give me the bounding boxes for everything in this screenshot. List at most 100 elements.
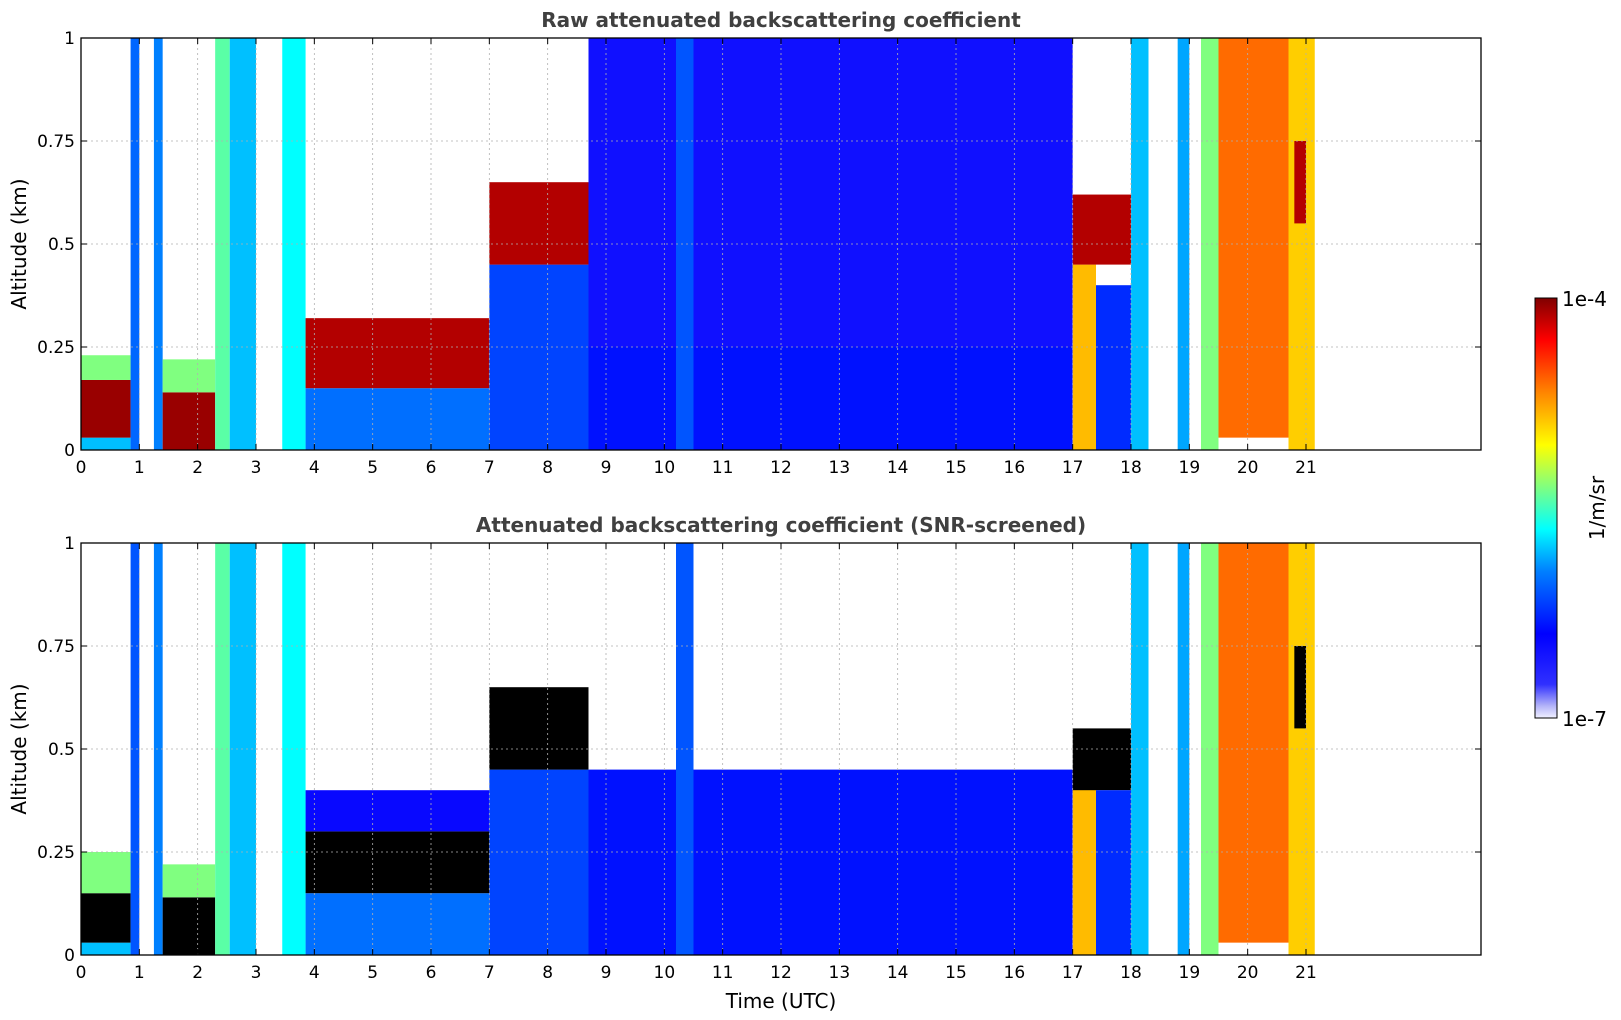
heatmap-cell xyxy=(305,318,490,389)
x-tick-label: 11 xyxy=(712,458,734,478)
x-tick-label: 20 xyxy=(1237,963,1259,983)
x-tick-label: 15 xyxy=(945,963,967,983)
x-tick-label: 3 xyxy=(251,458,262,478)
heatmap-cell xyxy=(676,543,694,955)
panel-screened-y-ticks: 0 0.25 0.5 0.75 1 xyxy=(37,534,1481,966)
x-tick-label: 13 xyxy=(829,458,851,478)
heatmap-cell xyxy=(153,38,163,450)
heatmap-cell xyxy=(162,864,216,898)
x-tick-label: 2 xyxy=(192,458,203,478)
heatmap-cell xyxy=(1218,38,1289,438)
x-tick-label: 5 xyxy=(367,963,378,983)
heatmap-cell xyxy=(1294,646,1306,729)
y-tick-label: 0.75 xyxy=(37,132,75,152)
heatmap-cell xyxy=(305,893,490,955)
colorbar: 1e-4 1e-7 1/m/sr xyxy=(1534,287,1609,731)
heatmap-cell xyxy=(81,379,131,438)
x-tick-label: 4 xyxy=(309,963,320,983)
x-tick-label: 19 xyxy=(1179,963,1201,983)
panel-screened-title: Attenuated backscattering coefficient (S… xyxy=(476,513,1086,537)
heatmap-cell xyxy=(489,264,589,450)
heatmap-cell xyxy=(305,790,490,832)
heatmap-cell xyxy=(489,687,589,770)
heatmap-cell xyxy=(588,347,1073,450)
panel-raw-ylabel: Altitude (km) xyxy=(7,178,31,309)
heatmap-cell xyxy=(81,437,131,450)
x-tick-label: 1 xyxy=(134,458,145,478)
heatmap-cell xyxy=(489,182,589,265)
heatmap-cell xyxy=(1072,264,1096,450)
heatmap-cell xyxy=(1177,38,1190,450)
x-tick-label: 4 xyxy=(309,458,320,478)
panel-raw: Raw attenuated backscattering coefficien… xyxy=(7,8,1482,478)
heatmap-cell xyxy=(81,852,131,894)
x-tick-label: 9 xyxy=(601,458,612,478)
x-tick-label: 6 xyxy=(426,458,437,478)
x-tick-label: 7 xyxy=(484,963,495,983)
x-tick-label: 10 xyxy=(654,458,676,478)
panel-screened-grid xyxy=(80,542,1481,956)
heatmap-cell xyxy=(305,831,490,894)
heatmap-cell xyxy=(489,769,589,955)
heatmap-cell xyxy=(1072,194,1131,265)
x-tick-label: 6 xyxy=(426,963,437,983)
heatmap-cell xyxy=(1096,285,1131,450)
y-tick-label: 0.5 xyxy=(48,740,75,760)
x-tick-label: 18 xyxy=(1120,963,1142,983)
heatmap-cell xyxy=(162,359,216,393)
heatmap-cell xyxy=(1201,38,1219,450)
heatmap-cell xyxy=(130,38,140,450)
x-tick-label: 10 xyxy=(654,963,676,983)
heatmap-cell xyxy=(81,355,131,380)
panel-raw-heatmap xyxy=(81,38,1315,450)
panel-screened-x-ticks: 0 1 2 3 4 5 6 7 8 9 10 11 12 13 14 15 16 17 18 19 20 21 xyxy=(76,543,1317,983)
x-tick-label: 7 xyxy=(484,458,495,478)
heatmap-cell xyxy=(1131,38,1149,450)
panel-raw-title: Raw attenuated backscattering coefficien… xyxy=(541,8,1021,32)
x-tick-label: 21 xyxy=(1295,963,1317,983)
x-tick-label: 5 xyxy=(367,458,378,478)
y-tick-label: 0.25 xyxy=(37,338,75,358)
y-tick-label: 0.75 xyxy=(37,637,75,657)
heatmap-cell xyxy=(162,392,216,450)
panel-raw-x-ticks: 0 1 2 3 4 5 6 7 8 9 10 11 12 13 14 15 16 17 18 19 20 21 xyxy=(76,38,1317,478)
x-tick-label: 16 xyxy=(1004,963,1026,983)
panel-screened-ylabel: Altitude (km) xyxy=(7,683,31,814)
y-tick-label: 1 xyxy=(64,29,75,49)
y-tick-label: 1 xyxy=(64,534,75,554)
x-tick-label: 12 xyxy=(770,963,792,983)
x-tick-label: 0 xyxy=(76,963,87,983)
x-tick-label: 9 xyxy=(601,963,612,983)
y-tick-label: 0.5 xyxy=(48,235,75,255)
heatmap-cell xyxy=(1072,728,1131,791)
heatmap-cell xyxy=(1201,543,1219,955)
colorbar-max-label: 1e-4 xyxy=(1562,287,1607,311)
x-tick-label: 17 xyxy=(1062,458,1084,478)
x-tick-label: 12 xyxy=(770,458,792,478)
y-tick-label: 0 xyxy=(64,441,75,461)
colorbar-gradient xyxy=(1534,297,1558,719)
heatmap-cell xyxy=(1096,790,1131,955)
heatmap-cell xyxy=(588,769,1073,955)
x-tick-label: 19 xyxy=(1179,458,1201,478)
x-tick-label: 14 xyxy=(887,458,909,478)
heatmap-cell xyxy=(130,543,140,955)
x-tick-label: 11 xyxy=(712,963,734,983)
x-tick-label: 21 xyxy=(1295,458,1317,478)
heatmap-cell xyxy=(588,38,1073,347)
panel-raw-y-ticks: 0 0.25 0.5 0.75 1 xyxy=(37,29,1481,461)
heatmap-cell xyxy=(305,388,490,450)
x-tick-label: 16 xyxy=(1004,458,1026,478)
heatmap-cell xyxy=(162,897,216,955)
x-tick-label: 20 xyxy=(1237,458,1259,478)
colorbar-min-label: 1e-7 xyxy=(1562,707,1607,731)
heatmap-cell xyxy=(282,38,306,450)
x-tick-label: 2 xyxy=(192,963,203,983)
heatmap-cell xyxy=(1072,769,1096,955)
panel-screened-xlabel: Time (UTC) xyxy=(725,989,837,1013)
x-tick-label: 1 xyxy=(134,963,145,983)
heatmap-cell xyxy=(81,893,131,943)
x-tick-label: 3 xyxy=(251,963,262,983)
x-tick-label: 17 xyxy=(1062,963,1084,983)
